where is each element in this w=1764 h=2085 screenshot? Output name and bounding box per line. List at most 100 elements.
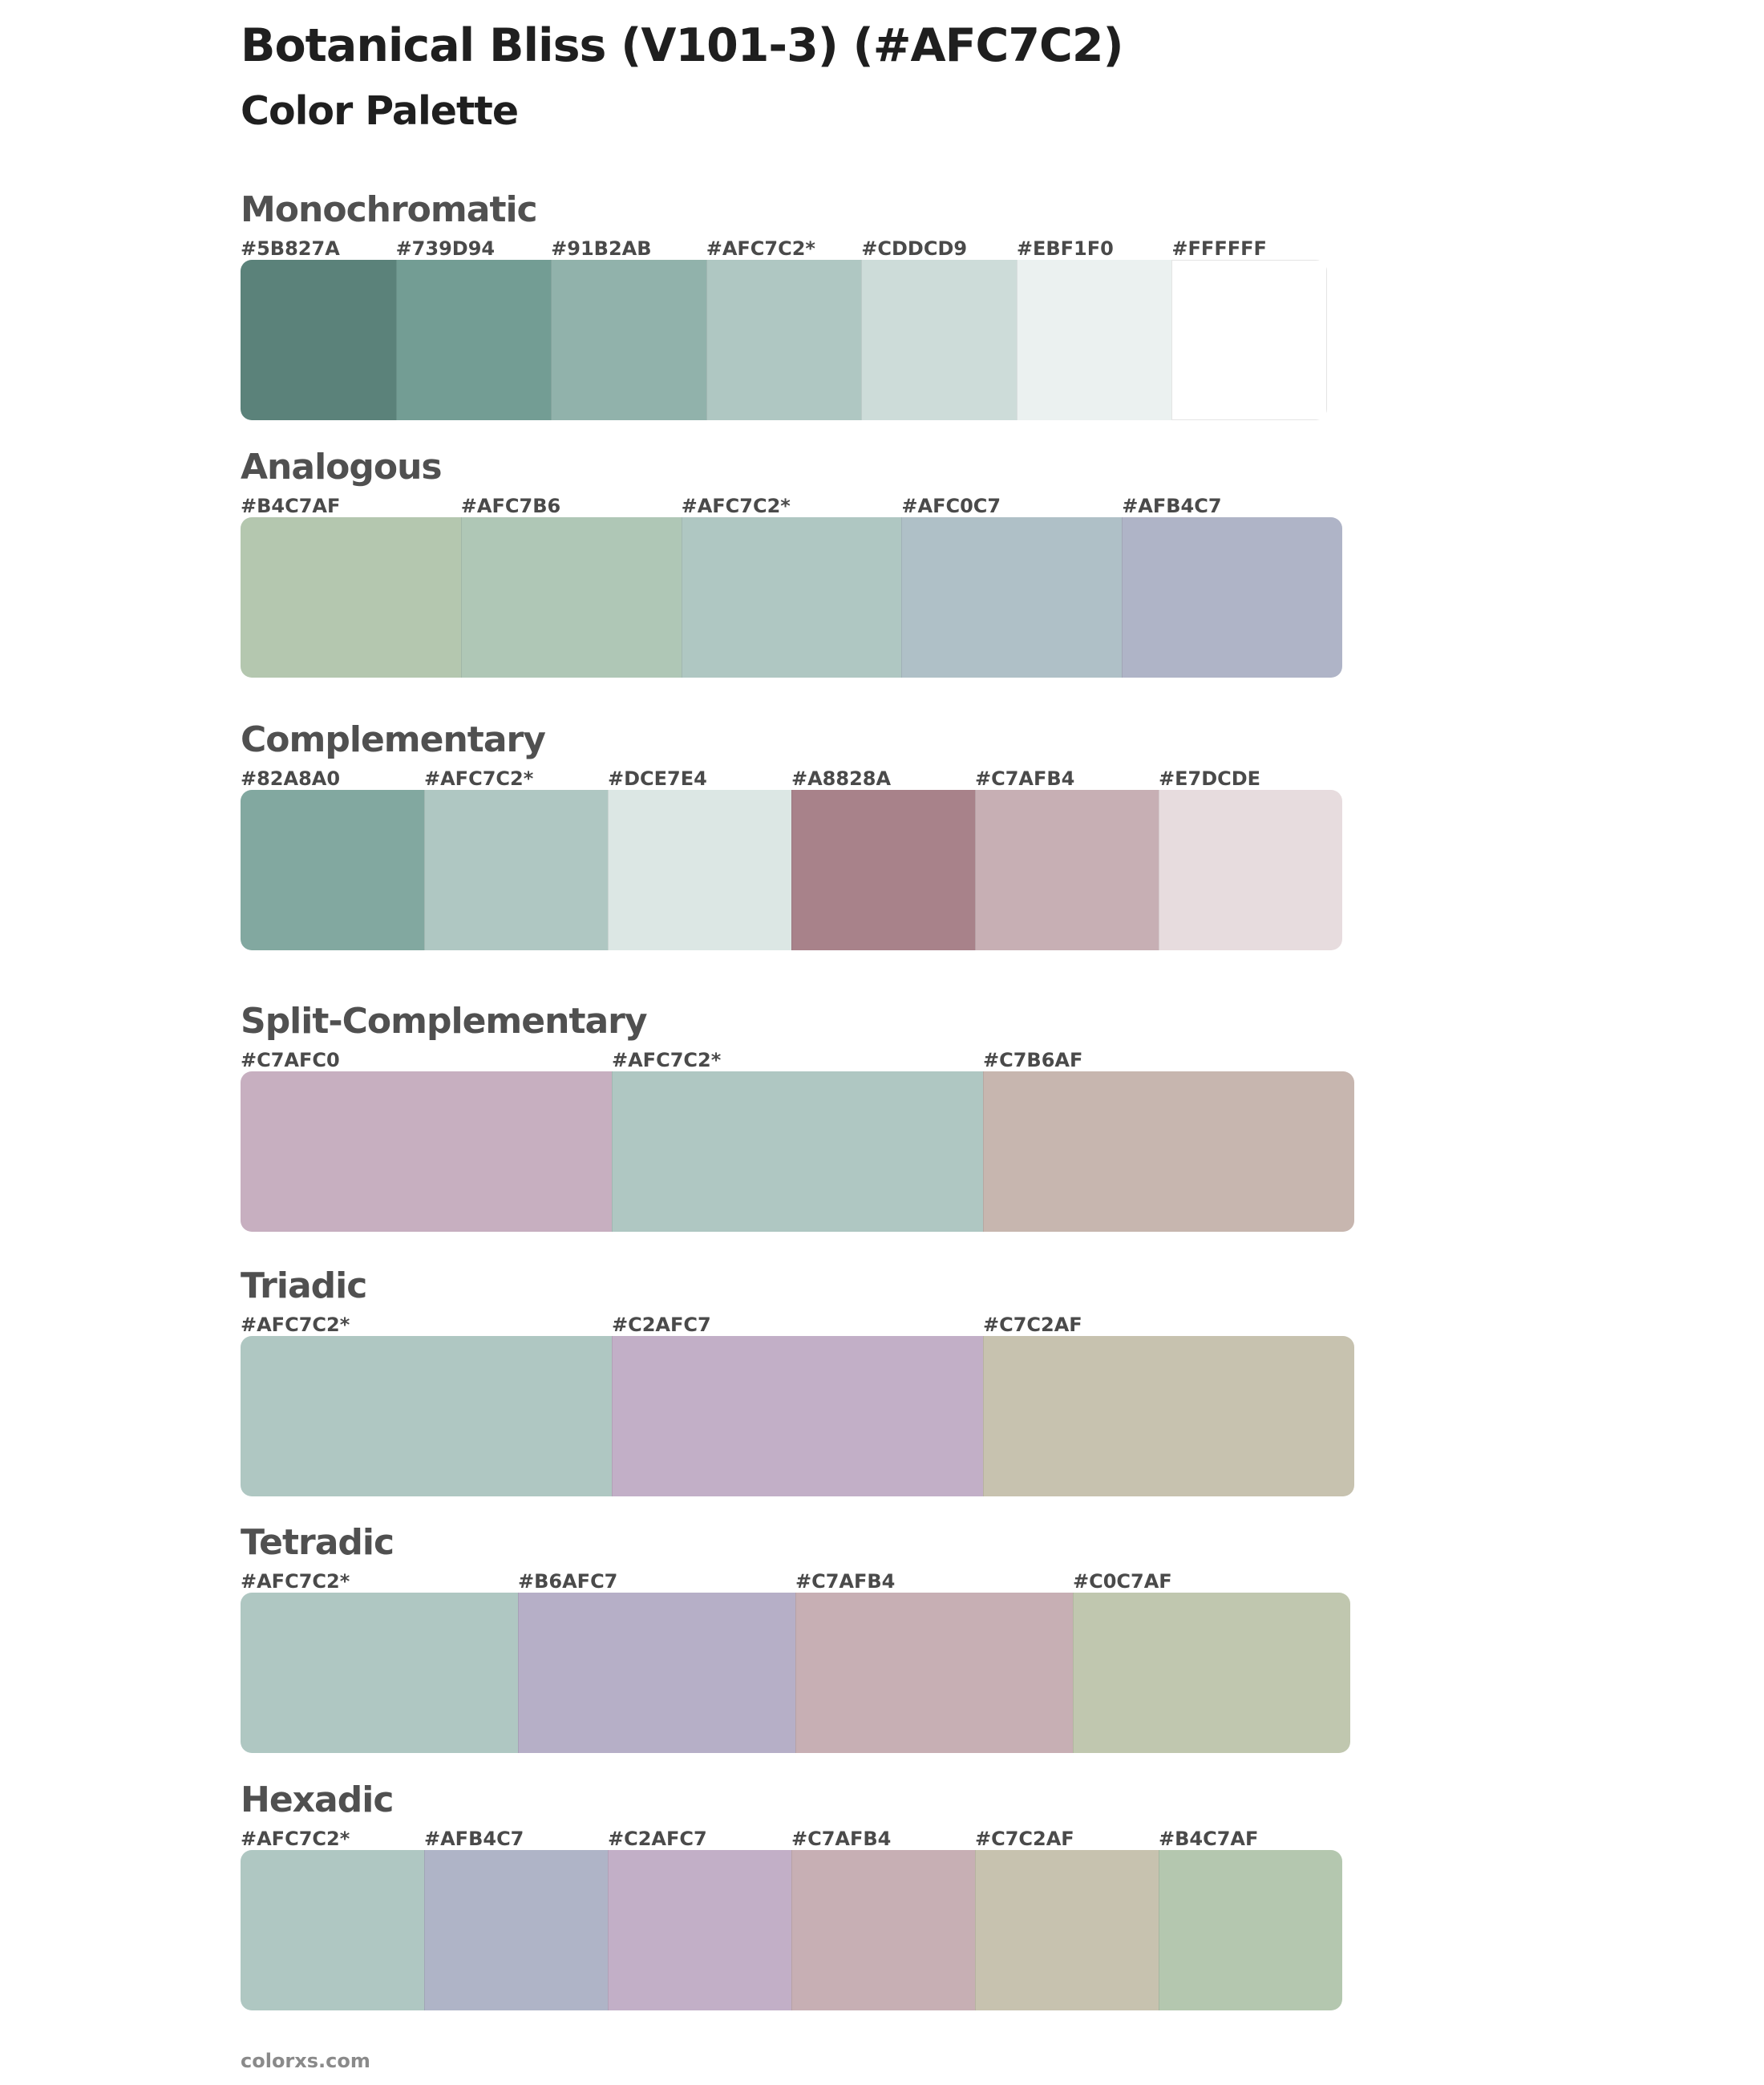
swatch-label: #B4C7AF xyxy=(241,495,341,517)
color-swatch[interactable] xyxy=(1159,1850,1342,2010)
palette-section-hexadic: Hexadic #AFC7C2* #AFB4C7 #C2AFC7 #C7AFB4 #C7C… xyxy=(241,1779,1342,2012)
swatch-label: #AFC7C2* xyxy=(681,495,791,517)
color-swatch[interactable] xyxy=(983,1336,1354,1496)
swatch-label: #B4C7AF xyxy=(1159,1828,1259,1850)
swatch-label: #91B2AB xyxy=(551,237,652,260)
palette-page: Botanical Bliss (V101-3) (#AFC7C2) Color… xyxy=(241,0,1363,2085)
swatch-label: #739D94 xyxy=(395,237,496,260)
swatch-label: #C7B6AF xyxy=(983,1049,1083,1071)
swatch-label: #C7AFB4 xyxy=(791,1828,892,1850)
swatch-label: #AFC7C2* xyxy=(612,1049,722,1071)
swatch-label: #AFC7C2* xyxy=(241,1570,350,1593)
color-swatch[interactable] xyxy=(424,790,608,950)
swatch-labels: #C7AFC0 #AFC7C2* #C7B6AF xyxy=(241,1049,1354,1073)
swatch-label: #AFC7B6 xyxy=(460,495,561,517)
color-swatch[interactable] xyxy=(460,517,682,678)
color-swatch[interactable] xyxy=(241,1593,518,1753)
swatch-strip xyxy=(241,1850,1342,2010)
section-heading: Tetradic xyxy=(241,1522,394,1563)
palette-section-complementary: Complementary #82A8A0 #AFC7C2* #DCE7E4 #A882… xyxy=(241,719,1342,952)
section-heading: Triadic xyxy=(241,1265,367,1306)
color-swatch[interactable] xyxy=(612,1336,983,1496)
color-swatch[interactable] xyxy=(1073,1593,1350,1753)
swatch-label: #B6AFC7 xyxy=(518,1570,618,1593)
swatch-label: #A8828A xyxy=(791,767,892,790)
swatch-labels: #AFC7C2* #C2AFC7 #C7C2AF xyxy=(241,1314,1354,1338)
color-swatch[interactable] xyxy=(241,260,396,420)
swatch-label: #DCE7E4 xyxy=(608,767,707,790)
color-swatch[interactable] xyxy=(975,790,1159,950)
swatch-labels: #B4C7AF #AFC7B6 #AFC7C2* #AFC0C7 #AFB4C7 xyxy=(241,495,1342,519)
color-swatch[interactable] xyxy=(681,517,902,678)
color-swatch[interactable] xyxy=(608,790,791,950)
swatch-strip xyxy=(241,1071,1354,1232)
palette-section-monochromatic: Monochromatic #5B827A #739D94 #91B2AB #AFC7C… xyxy=(241,189,1327,422)
color-swatch[interactable] xyxy=(706,260,862,420)
swatch-strip xyxy=(241,260,1327,420)
swatch-label: #C7C2AF xyxy=(983,1314,1082,1336)
swatch-labels: #5B827A #739D94 #91B2AB #AFC7C2* #CDDCD9 #EBF… xyxy=(241,237,1327,261)
section-heading: Split-Complementary xyxy=(241,1001,648,1042)
swatch-label: #E7DCDE xyxy=(1159,767,1261,790)
color-swatch[interactable] xyxy=(612,1071,983,1232)
swatch-label: #AFC7C2* xyxy=(241,1828,350,1850)
swatch-label: #AFC7C2* xyxy=(424,767,534,790)
swatch-label: #C7AFB4 xyxy=(975,767,1075,790)
color-swatch[interactable] xyxy=(241,517,461,678)
color-swatch[interactable] xyxy=(241,790,424,950)
swatch-strip xyxy=(241,517,1342,678)
color-swatch[interactable] xyxy=(791,790,975,950)
swatch-label: #CDDCD9 xyxy=(861,237,968,260)
color-swatch[interactable] xyxy=(791,1850,975,2010)
color-swatch[interactable] xyxy=(518,1593,795,1753)
section-heading: Hexadic xyxy=(241,1779,394,1820)
swatch-strip xyxy=(241,1593,1350,1753)
color-swatch[interactable] xyxy=(1122,517,1342,678)
color-swatch[interactable] xyxy=(1016,260,1172,420)
page-title: Botanical Bliss (V101-3) (#AFC7C2) xyxy=(241,19,1124,72)
swatch-labels: #AFC7C2* #AFB4C7 #C2AFC7 #C7AFB4 #C7C2AF #B4C… xyxy=(241,1828,1342,1852)
section-heading: Complementary xyxy=(241,719,546,760)
color-swatch[interactable] xyxy=(983,1071,1354,1232)
color-swatch[interactable] xyxy=(975,1850,1159,2010)
swatch-label: #AFC7C2* xyxy=(241,1314,350,1336)
swatch-label: #C2AFC7 xyxy=(608,1828,707,1850)
swatch-label: #C0C7AF xyxy=(1073,1570,1172,1593)
color-swatch[interactable] xyxy=(861,260,1017,420)
swatch-label: #AFC7C2* xyxy=(706,237,815,260)
swatch-strip xyxy=(241,790,1342,950)
palette-section-analogous: Analogous #B4C7AF #AFC7B6 #AFC7C2* #AFC0C7 #A… xyxy=(241,447,1342,679)
swatch-label: #EBF1F0 xyxy=(1016,237,1114,260)
swatch-label: #5B827A xyxy=(241,237,340,260)
color-swatch[interactable] xyxy=(608,1850,791,2010)
color-swatch[interactable] xyxy=(395,260,552,420)
color-swatch[interactable] xyxy=(241,1071,612,1232)
swatch-label: #82A8A0 xyxy=(241,767,341,790)
color-swatch[interactable] xyxy=(241,1850,424,2010)
section-heading: Analogous xyxy=(241,447,443,488)
swatch-label: #C7C2AF xyxy=(975,1828,1074,1850)
section-heading: Monochromatic xyxy=(241,189,538,230)
swatch-label: #FFFFFF xyxy=(1171,237,1267,260)
color-swatch[interactable] xyxy=(795,1593,1073,1753)
swatch-labels: #AFC7C2* #B6AFC7 #C7AFB4 #C0C7AF xyxy=(241,1570,1350,1594)
swatch-label: #AFB4C7 xyxy=(1122,495,1222,517)
color-swatch[interactable] xyxy=(424,1850,608,2010)
palette-section-tetradic: Tetradic #AFC7C2* #B6AFC7 #C7AFB4 #C0C7AF xyxy=(241,1522,1350,1755)
color-swatch[interactable] xyxy=(1171,260,1327,420)
swatch-label: #C7AFB4 xyxy=(795,1570,896,1593)
color-swatch[interactable] xyxy=(551,260,706,420)
swatch-strip xyxy=(241,1336,1354,1496)
palette-section-triadic: Triadic #AFC7C2* #C2AFC7 #C7C2AF xyxy=(241,1265,1354,1498)
footer-link[interactable]: colorxs.com xyxy=(241,2050,370,2072)
swatch-label: #C2AFC7 xyxy=(612,1314,711,1336)
swatch-labels: #82A8A0 #AFC7C2* #DCE7E4 #A8828A #C7AFB4 #E7D… xyxy=(241,767,1342,791)
swatch-label: #C7AFC0 xyxy=(241,1049,340,1071)
page-subtitle: Color Palette xyxy=(241,88,519,134)
palette-section-split-complementary: Split-Complementary #C7AFC0 #AFC7C2* #C7B6A… xyxy=(241,1001,1354,1233)
swatch-label: #AFC0C7 xyxy=(901,495,1001,517)
color-swatch[interactable] xyxy=(241,1336,612,1496)
color-swatch[interactable] xyxy=(901,517,1123,678)
swatch-label: #AFB4C7 xyxy=(424,1828,524,1850)
color-swatch[interactable] xyxy=(1159,790,1342,950)
